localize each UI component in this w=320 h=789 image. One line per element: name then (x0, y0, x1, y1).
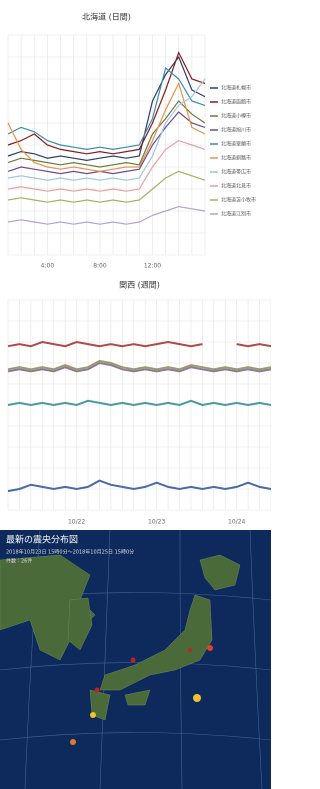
x-tick-label: 4:00 (41, 263, 55, 270)
line (8, 342, 271, 346)
map-title: 最新の震央分布図 (6, 534, 78, 546)
legend-label: 北海道釧路市 (221, 155, 251, 162)
legend-label: 北海道函館市 (221, 99, 251, 106)
legend-label: 北海道室蘭市 (221, 141, 251, 148)
legend-label: 北海道札幌市 (221, 85, 251, 92)
screen: 北海道 (日間) 4:00 8:00 12:00 北海道札幌市北海道函館市北海道小樽市北… (0, 0, 271, 789)
x-tick-label: 8:00 (93, 263, 107, 270)
epicenter (207, 645, 213, 651)
epicenter (188, 648, 192, 652)
chart-title: 北海道 (日間) (82, 12, 131, 22)
x-tick-label: 10/23 (148, 519, 165, 526)
line (8, 171, 205, 202)
legend-label: 北海道苫小牧市 (221, 197, 256, 204)
epicenter (131, 658, 136, 663)
x-tick-label: 10/24 (228, 519, 245, 526)
line (8, 53, 205, 154)
epicenter (90, 712, 96, 718)
x-tick-label: 12:00 (144, 263, 161, 270)
line (8, 361, 271, 369)
map: 最新の震央分布図 2018年10月23日 15時0分〜2018年10月25日 1… (0, 530, 271, 789)
map-period: 2018年10月23日 15時0分〜2018年10月25日 15時0分 (6, 549, 134, 556)
line (8, 79, 205, 180)
legend-label: 北海道帯広市 (221, 169, 251, 176)
epicenter (193, 694, 201, 702)
line (8, 207, 205, 225)
epicenter (70, 739, 76, 745)
line (8, 481, 271, 492)
legend-label: 北海道北見市 (221, 183, 251, 190)
page: 北海道 (日間) 4:00 8:00 12:00 北海道札幌市北海道函館市北海道小樽市北… (0, 0, 271, 789)
map-count: 件数：26件 (6, 558, 32, 565)
x-tick-label: 10/22 (68, 519, 85, 526)
epicenter (95, 688, 100, 693)
line (8, 401, 271, 405)
line (8, 83, 205, 171)
legend-label: 北海道旭川市 (221, 127, 251, 134)
chart-title: 関西 (週間) (119, 280, 160, 290)
legend-label: 北海道小樽市 (221, 113, 251, 120)
legend-label: 北海道江別市 (221, 211, 251, 218)
